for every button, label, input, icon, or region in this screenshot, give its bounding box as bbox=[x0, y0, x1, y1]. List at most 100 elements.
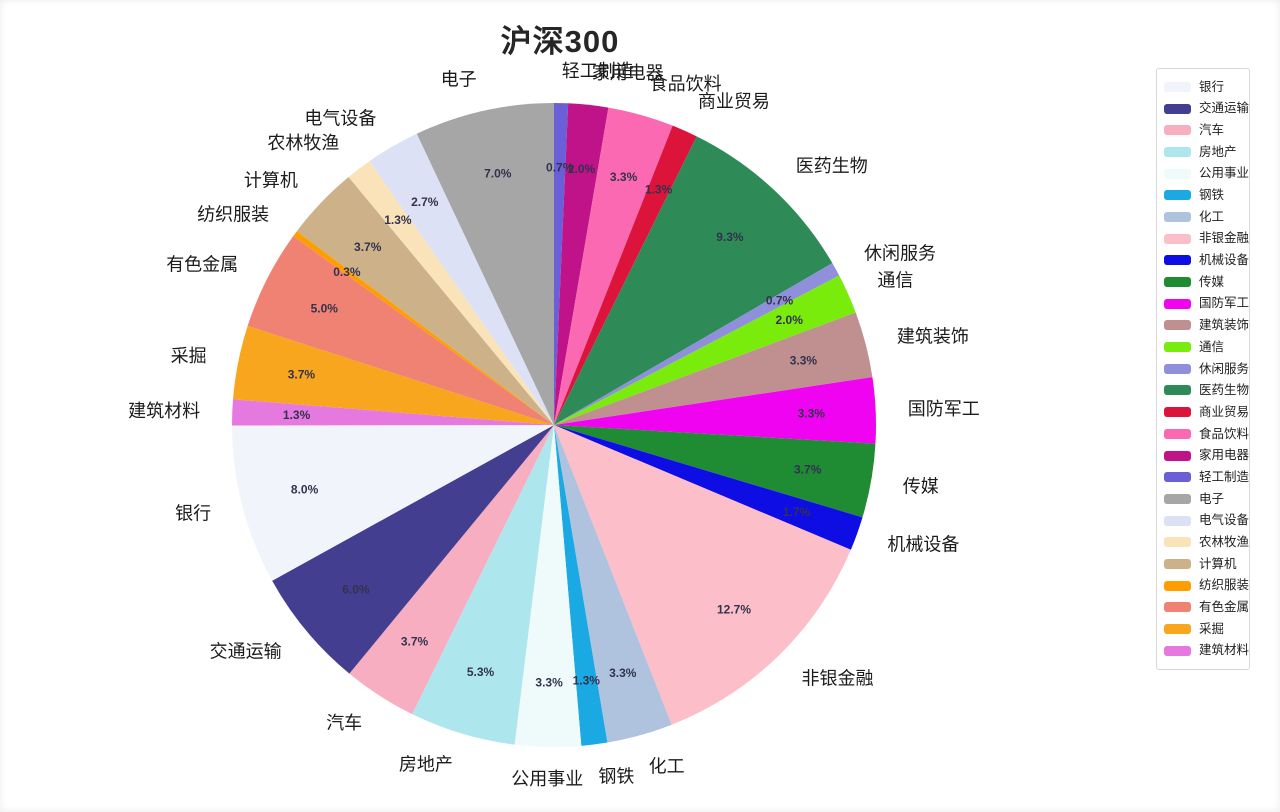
pie-slice bbox=[296, 177, 554, 425]
legend-item: 通信 bbox=[1164, 336, 1243, 358]
sector-label: 非银金融 bbox=[802, 668, 874, 688]
percent-label: 3.7% bbox=[794, 463, 822, 477]
legend-item: 传媒 bbox=[1164, 271, 1243, 293]
legend-label: 医药生物 bbox=[1199, 383, 1250, 398]
pie-slice bbox=[554, 425, 608, 746]
legend-swatch bbox=[1164, 211, 1191, 222]
percent-label: 9.3% bbox=[716, 230, 744, 244]
sector-label: 钢铁 bbox=[598, 766, 634, 786]
percent-label: 3.3% bbox=[535, 676, 563, 690]
pie-slice bbox=[554, 425, 863, 550]
legend-label: 轻工制造 bbox=[1199, 469, 1250, 484]
pie-slice bbox=[554, 275, 856, 425]
legend-item: 公用事业 bbox=[1164, 163, 1249, 185]
sector-label: 采掘 bbox=[171, 346, 207, 366]
legend-label: 非银金融 bbox=[1199, 231, 1250, 246]
legend-item: 非银金融 bbox=[1164, 228, 1249, 250]
percent-label: 5.3% bbox=[467, 665, 495, 679]
percent-label: 1.3% bbox=[645, 183, 673, 197]
legend-label: 商业贸易 bbox=[1199, 404, 1250, 419]
percent-label: 6.0% bbox=[342, 583, 370, 597]
legend-label: 传媒 bbox=[1199, 274, 1225, 289]
legend-swatch bbox=[1164, 255, 1191, 266]
legend-swatch bbox=[1164, 428, 1191, 439]
sector-label: 国防军工 bbox=[908, 399, 980, 419]
legend: 银行 交通运输 汽车 房地产 公用事业 钢铁 化工 非银金融 机械设备 传媒 国防军工 建筑装饰 通信休… bbox=[1156, 68, 1250, 670]
legend-swatch bbox=[1164, 125, 1191, 136]
sector-label: 通信 bbox=[877, 271, 913, 291]
legend-swatch bbox=[1164, 624, 1191, 635]
legend-label: 休闲服务 bbox=[1199, 361, 1250, 376]
pie-slice bbox=[554, 312, 873, 425]
sector-label: 电气设备 bbox=[304, 109, 376, 129]
percent-label: 3.3% bbox=[798, 406, 826, 420]
sector-label: 汽车 bbox=[326, 713, 362, 733]
legend-item: 建筑材料 bbox=[1164, 640, 1249, 662]
percent-label: 3.3% bbox=[609, 666, 637, 680]
legend-item: 化工 bbox=[1164, 206, 1243, 228]
legend-item: 计算机 bbox=[1164, 553, 1243, 575]
sector-label: 化工 bbox=[649, 756, 685, 776]
legend-label: 计算机 bbox=[1199, 556, 1237, 571]
legend-item: 食品饮料 bbox=[1164, 423, 1249, 445]
pie-slice bbox=[349, 425, 554, 715]
legend-label: 家用电器 bbox=[1199, 448, 1250, 463]
legend-label: 公用事业 bbox=[1199, 166, 1250, 181]
legend-swatch bbox=[1164, 168, 1191, 179]
sector-label: 建筑材料 bbox=[128, 401, 200, 421]
pie-slice bbox=[554, 125, 697, 425]
legend-swatch bbox=[1164, 493, 1191, 504]
legend-item: 采掘 bbox=[1164, 618, 1243, 640]
sector-label: 纺织服装 bbox=[197, 204, 269, 224]
sector-label: 传媒 bbox=[903, 477, 939, 497]
percent-label: 7.0% bbox=[484, 167, 512, 181]
legend-item: 钢铁 bbox=[1164, 184, 1243, 206]
legend-label: 汽车 bbox=[1199, 122, 1225, 137]
legend-swatch bbox=[1164, 558, 1191, 569]
percent-label: 1.3% bbox=[384, 213, 412, 227]
pie-slice bbox=[232, 425, 554, 581]
sector-label: 房地产 bbox=[399, 755, 453, 775]
legend-item: 国防军工 bbox=[1164, 293, 1249, 315]
legend-swatch bbox=[1164, 342, 1191, 353]
pie-slice bbox=[233, 325, 554, 425]
pie-slice bbox=[272, 425, 554, 674]
legend-label: 机械设备 bbox=[1199, 253, 1250, 268]
legend-swatch bbox=[1164, 450, 1191, 461]
pie-slice bbox=[554, 425, 672, 743]
legend-label: 通信 bbox=[1199, 339, 1225, 354]
percent-label: 1.3% bbox=[573, 674, 601, 688]
pie-slice bbox=[293, 231, 554, 425]
sector-label: 医药生物 bbox=[796, 156, 868, 176]
legend-item: 房地产 bbox=[1164, 141, 1243, 163]
legend-label: 电气设备 bbox=[1199, 513, 1250, 528]
legend-item: 有色金属 bbox=[1164, 597, 1249, 619]
percent-label: 2.0% bbox=[568, 162, 596, 176]
legend-label: 食品饮料 bbox=[1199, 426, 1250, 441]
legend-label: 有色金属 bbox=[1199, 600, 1250, 615]
legend-swatch bbox=[1164, 407, 1191, 418]
percent-label: 5.0% bbox=[311, 301, 339, 315]
legend-swatch bbox=[1164, 277, 1191, 288]
pie-slice bbox=[416, 103, 554, 425]
legend-item: 农林牧渔 bbox=[1164, 531, 1249, 553]
legend-item: 建筑装饰 bbox=[1164, 315, 1249, 337]
legend-item: 机械设备 bbox=[1164, 250, 1249, 272]
pie-slice bbox=[231, 399, 554, 426]
sector-label: 公用事业 bbox=[511, 769, 583, 789]
legend-swatch bbox=[1164, 233, 1191, 244]
pie-slice bbox=[369, 133, 554, 425]
legend-swatch bbox=[1164, 363, 1191, 374]
legend-item: 医药生物 bbox=[1164, 380, 1249, 402]
legend-swatch bbox=[1164, 515, 1191, 526]
legend-swatch bbox=[1164, 103, 1191, 114]
pie-slice bbox=[554, 107, 673, 425]
legend-swatch bbox=[1164, 385, 1191, 396]
legend-item: 电气设备 bbox=[1164, 510, 1249, 532]
pie-slice bbox=[554, 136, 833, 425]
sector-label: 机械设备 bbox=[887, 535, 959, 555]
legend-swatch bbox=[1164, 190, 1191, 201]
percent-label: 1.7% bbox=[783, 505, 811, 519]
